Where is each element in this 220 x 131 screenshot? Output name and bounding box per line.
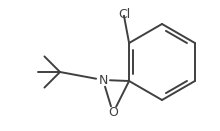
Text: N: N bbox=[98, 73, 108, 86]
Text: Cl: Cl bbox=[118, 8, 130, 21]
Text: O: O bbox=[108, 107, 118, 119]
